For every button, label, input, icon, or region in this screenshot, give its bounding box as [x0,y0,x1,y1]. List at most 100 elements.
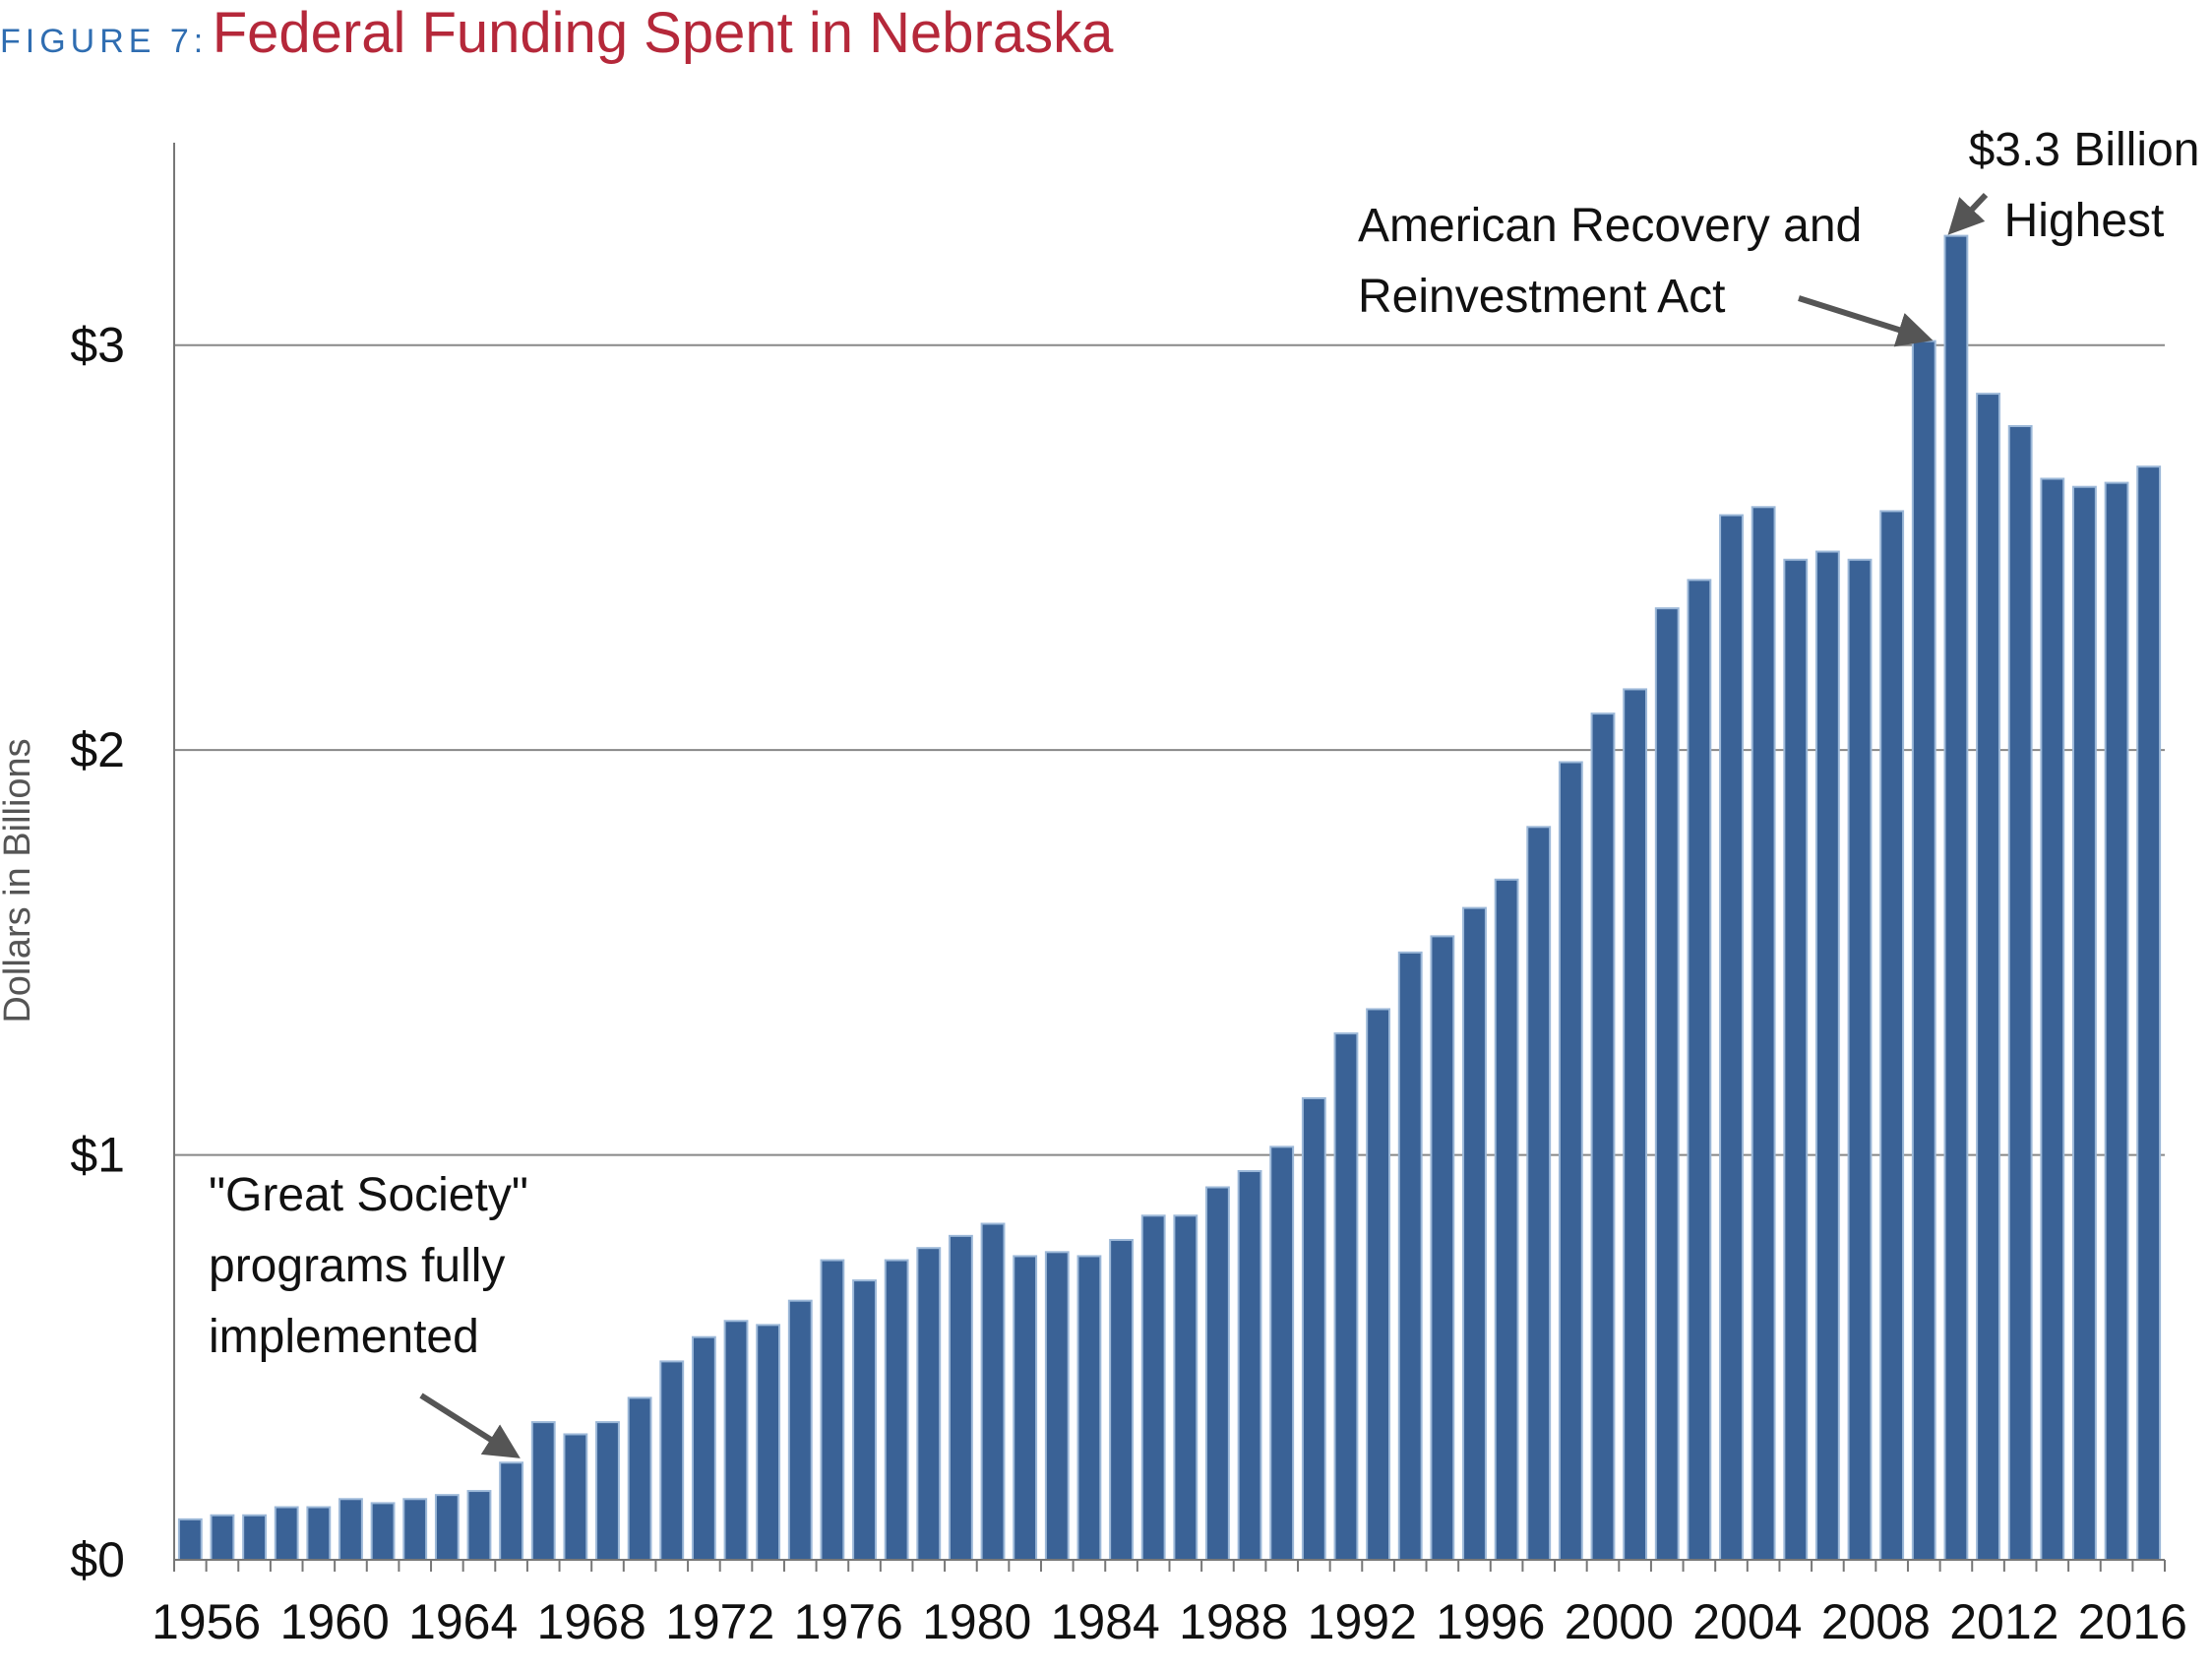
bar-1984 [1076,1255,1102,1562]
bar-1999 [1558,761,1583,1561]
bar-1987 [1173,1214,1198,1562]
annotation-text-line: "Great Society" [209,1169,528,1221]
bar-1983 [1044,1251,1070,1562]
bar-1959 [274,1506,299,1561]
x-tick-label: 1996 [1436,1594,1545,1649]
annotation-text-line: American Recovery and [1358,200,1862,252]
annotation-arrow [1798,295,1934,347]
x-tick-label: 1960 [280,1594,390,1649]
bar-1958 [242,1514,267,1561]
x-tick-label: 2008 [1821,1594,1931,1649]
bar-2011 [1943,234,1969,1562]
bar-1996 [1462,906,1487,1561]
bar-1995 [1430,935,1455,1561]
bar-1998 [1526,826,1552,1561]
bar-1956 [177,1517,203,1562]
bar-2017 [2136,465,2162,1562]
bar-1972 [691,1335,716,1561]
bar-1969 [595,1421,620,1561]
y-axis-title: Dollars in Billions [0,738,38,1022]
bar-2008 [1847,558,1873,1561]
figure-title: Federal Funding Spent in Nebraska [212,1,1114,65]
bar-1979 [916,1247,942,1561]
bar-1982 [1013,1255,1038,1562]
bar-1981 [980,1222,1006,1561]
bar-1973 [723,1320,749,1562]
x-tick-label: 1972 [665,1594,774,1649]
bar-1971 [659,1360,685,1562]
annotations: "Great Society" programs fully implemented… [209,124,2200,1458]
x-tick-label: 1988 [1179,1594,1288,1649]
bar-2001 [1623,688,1648,1561]
bar-2006 [1783,558,1809,1561]
bar-2005 [1751,506,1776,1561]
x-tick-label: 1968 [537,1594,646,1649]
annotation-text-line: Reinvestment Act [1358,271,1726,323]
bar-1978 [884,1259,909,1561]
bar-1957 [210,1514,235,1561]
y-tick-label: $2 [70,722,125,777]
annotation-1: "Great Society" programs fully implemented [209,1169,528,1458]
bar-1960 [306,1506,332,1561]
bar-1966 [499,1461,524,1562]
annotation-arrow [1947,192,1989,235]
annotation-text-line: $3.3 Billion [1969,124,2200,176]
figure-label: FIGURE 7: [0,23,209,60]
x-tick-label: 1992 [1308,1594,1417,1649]
x-tick-labels: 1956 1960 1964 1968 1972 1976 1980 1984 1988 1992… [152,1594,2187,1649]
x-tick-label: 2012 [1949,1594,2058,1649]
bar-1993 [1366,1008,1391,1561]
bar-1989 [1237,1170,1262,1561]
axes [173,143,2166,1572]
bar-1961 [338,1498,363,1562]
bar-1977 [852,1279,877,1561]
bar-1967 [530,1421,556,1561]
x-tick-label: 2000 [1565,1594,1674,1649]
bar-1970 [627,1396,652,1562]
annotation-text-line: programs fully [209,1240,505,1292]
x-tick-label: 1956 [152,1594,261,1649]
bar-2000 [1590,712,1616,1561]
bar-1990 [1269,1146,1295,1562]
bar-1997 [1494,878,1519,1561]
x-tick-label: 2016 [2078,1594,2187,1649]
bar-2003 [1687,579,1712,1561]
bar-1991 [1301,1096,1326,1561]
bar-1994 [1397,951,1423,1561]
y-tick-label: $1 [70,1128,125,1183]
x-tick-label: 1964 [408,1594,518,1649]
bar-1976 [820,1259,845,1561]
annotation-arrow [419,1393,521,1458]
bar-1980 [948,1234,973,1562]
y-tick-label: $0 [70,1532,125,1587]
bar-1962 [370,1502,396,1562]
bar-1968 [563,1433,588,1562]
y-tick-labels: $0 $1 $2 $3 [70,318,125,1587]
bar-2013 [2007,425,2033,1561]
annotation-3: $3.3 Billion Highest [1947,124,2200,247]
bar-2012 [1976,393,2000,1562]
bar-1974 [756,1324,781,1562]
bar-1964 [434,1494,460,1561]
bar-2010 [1911,340,1936,1562]
bar-2016 [2104,481,2129,1562]
bar-2007 [1814,550,1840,1561]
bar-2014 [2040,477,2065,1561]
x-tick-label: 1984 [1051,1594,1160,1649]
bar-1965 [466,1490,492,1561]
bar-1975 [787,1299,813,1561]
bar-2009 [1879,510,1905,1561]
annotation-text-line: implemented [209,1311,479,1363]
x-tick-label: 1980 [922,1594,1031,1649]
bar-1988 [1205,1186,1230,1561]
bar-2004 [1719,514,1744,1561]
annotation-2: American Recovery and Reinvestment Act [1358,200,1934,347]
x-tick-label: 2004 [1692,1594,1802,1649]
bar-1985 [1109,1238,1134,1561]
bar-1963 [402,1498,428,1562]
y-tick-label: $3 [70,318,125,373]
bar-1992 [1333,1032,1359,1561]
bar-2015 [2072,485,2097,1562]
bar-2002 [1654,607,1680,1561]
